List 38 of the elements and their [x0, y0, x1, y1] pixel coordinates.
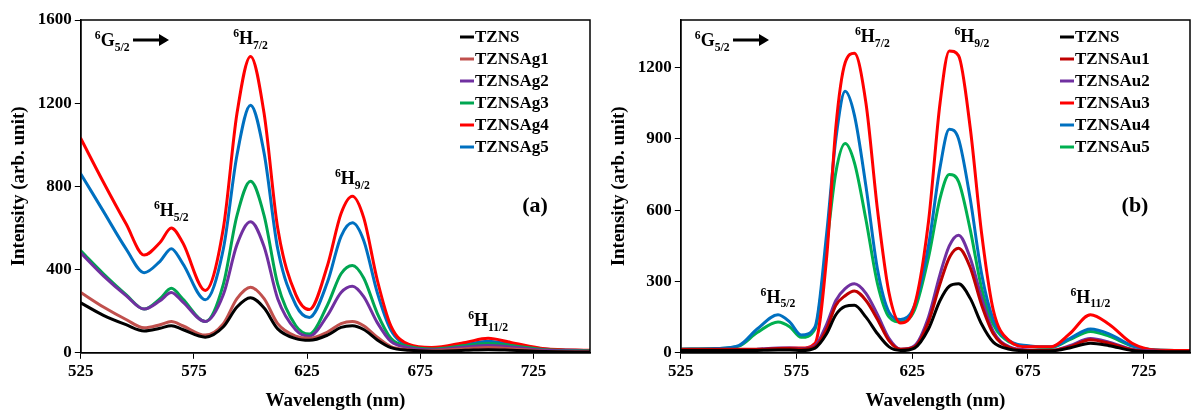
x-tick-label: 625: [899, 361, 925, 381]
x-tick-label: 575: [783, 361, 810, 381]
y-tick-label: 1200: [637, 56, 672, 76]
legend-label: TZNS: [475, 27, 520, 46]
legend-label: TZNSAg5: [475, 137, 549, 156]
x-tick-label: 675: [407, 361, 434, 381]
y-tick-label: 1200: [37, 92, 72, 112]
y-tick-label: 0: [663, 342, 672, 362]
y-axis-title: Intensity (arb. unit): [7, 106, 30, 267]
y-tick-label: 300: [646, 270, 672, 290]
y-tick-label: 0: [63, 342, 72, 362]
y-axis-title: Intensity (arb. unit): [607, 106, 630, 267]
x-tick-label: 525: [68, 361, 94, 381]
x-axis-title: Wavelength (nm): [265, 388, 406, 411]
legend-label: TZNSAu2: [1075, 71, 1150, 90]
legend-label: TZNSAg3: [475, 93, 549, 112]
x-tick-label: 625: [294, 361, 320, 381]
legend-label: TZNSAu1: [1075, 49, 1150, 68]
x-tick-label: 575: [181, 361, 207, 381]
legend-label: TZNSAu4: [1075, 115, 1151, 134]
legend-label: TZNSAg2: [475, 71, 549, 90]
y-tick-label: 400: [46, 258, 72, 278]
y-tick-label: 600: [646, 199, 672, 219]
y-tick-label: 800: [46, 175, 72, 195]
x-tick-label: 725: [520, 361, 547, 381]
x-tick-label: 725: [1130, 361, 1157, 381]
annotation: (a): [522, 192, 548, 217]
legend-label: TZNS: [1075, 27, 1120, 46]
x-axis-title: Wavelength (nm): [865, 388, 1006, 411]
legend-label: TZNSAu5: [1075, 137, 1150, 156]
y-tick-label: 900: [646, 128, 672, 148]
annotation: (b): [1121, 192, 1149, 217]
y-tick-label: 1600: [37, 9, 72, 29]
legend-label: TZNSAg1: [475, 49, 549, 68]
x-tick-label: 525: [668, 361, 694, 381]
legend-label: TZNSAu3: [1075, 93, 1150, 112]
x-tick-label: 675: [1015, 361, 1041, 381]
legend-label: TZNSAg4: [475, 115, 550, 134]
